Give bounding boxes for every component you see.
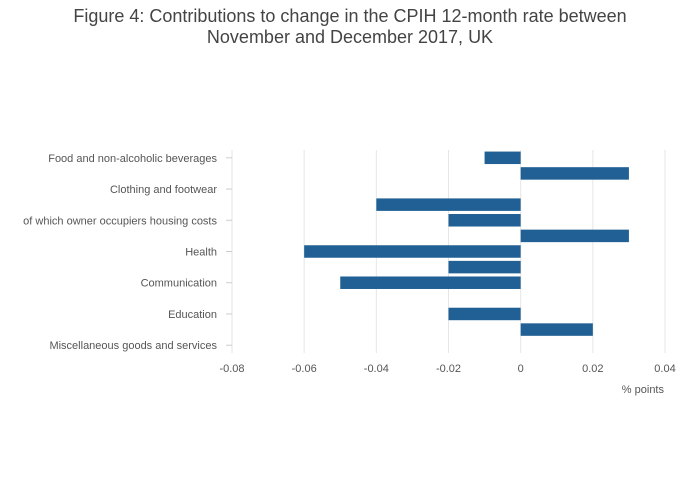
x-tick-label: -0.02 — [436, 363, 461, 375]
gridlines — [231, 150, 666, 353]
y-category-label: Miscellaneous goods and services — [49, 340, 217, 352]
chart-title: Figure 4: Contributions to change in the… — [0, 6, 700, 48]
bar — [520, 323, 593, 336]
x-tick-label: 0 — [518, 363, 524, 375]
y-axis-ticks — [226, 157, 232, 346]
y-axis-labels: Food and non-alcoholic beverages Clothing… — [23, 153, 217, 352]
bar — [448, 214, 521, 227]
bar — [376, 198, 521, 211]
bars — [304, 151, 629, 336]
x-axis-labels: -0.08 -0.06 -0.04 -0.02 0 0.02 0.04 — [219, 363, 675, 375]
x-axis-title: % points — [622, 384, 665, 396]
y-category-label: of which owner occupiers housing costs — [23, 215, 217, 227]
y-category-label: Clothing and footwear — [110, 184, 217, 196]
bar — [448, 260, 521, 274]
x-tick-label: -0.06 — [292, 363, 317, 375]
chart-title-line-1: Figure 4: Contributions to change in the… — [73, 6, 627, 26]
bar — [340, 276, 521, 289]
bar — [520, 229, 629, 243]
x-tick-label: -0.04 — [364, 363, 389, 375]
y-category-label: Communication — [141, 278, 217, 290]
bar — [520, 167, 629, 180]
x-tick-label: 0.02 — [582, 363, 603, 375]
x-tick-label: -0.08 — [219, 363, 244, 375]
y-category-label: Health — [185, 247, 217, 259]
y-category-label: Education — [168, 309, 217, 321]
bar — [304, 245, 521, 258]
chart-title-line-2: November and December 2017, UK — [206, 27, 494, 47]
bar — [448, 307, 521, 321]
x-tick-label: 0.04 — [654, 363, 675, 375]
y-category-label: Food and non-alcoholic beverages — [48, 153, 217, 165]
bar — [484, 151, 521, 165]
